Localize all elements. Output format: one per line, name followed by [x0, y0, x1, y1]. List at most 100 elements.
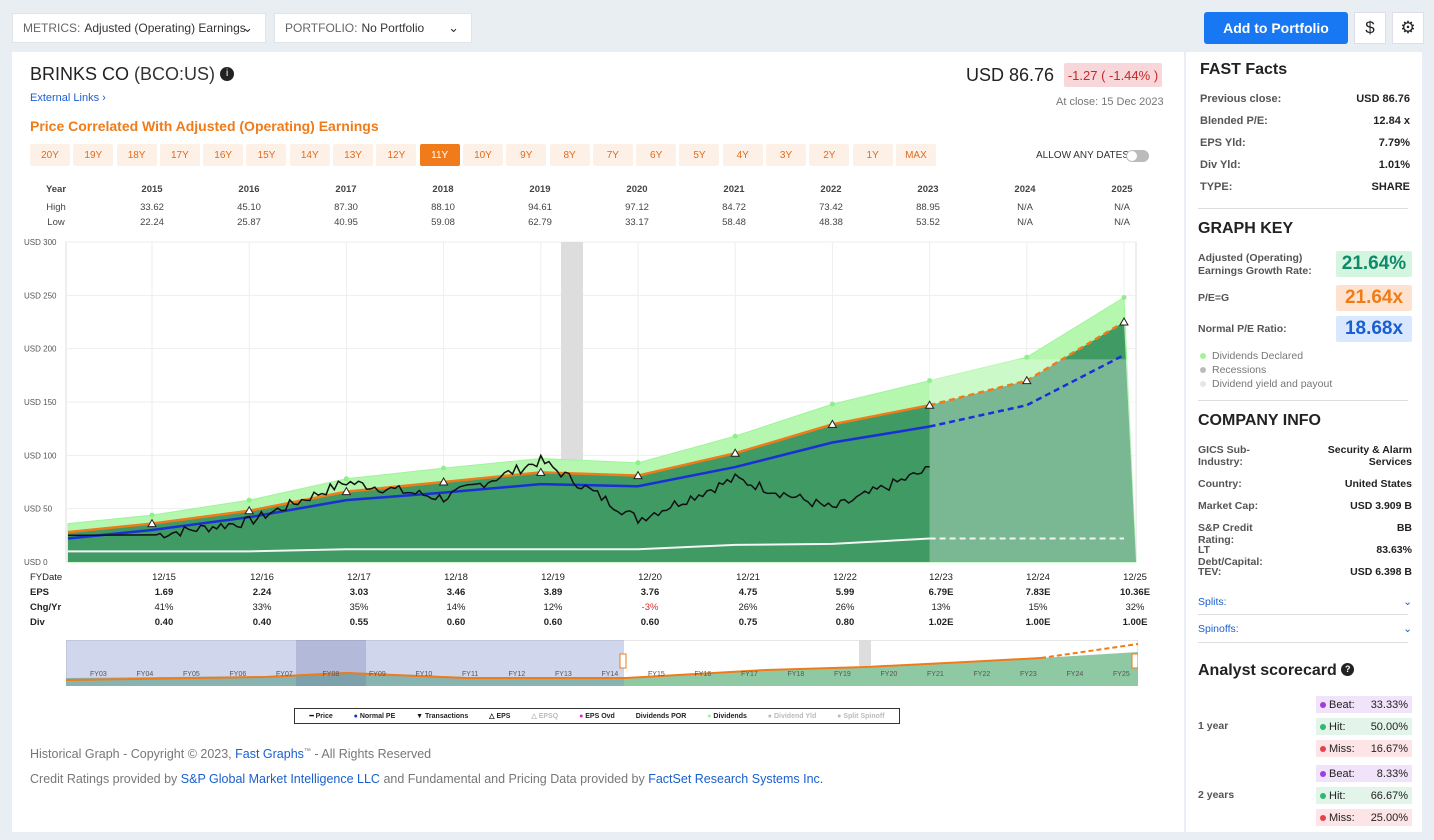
legend-item[interactable]: ▼ Transactions: [416, 713, 468, 720]
external-links[interactable]: External Links ›: [30, 92, 106, 104]
legend-item[interactable]: ● Dividend Yld: [768, 713, 816, 720]
year-tab[interactable]: 4Y: [722, 144, 763, 166]
fact-label: EPS Yld:: [1200, 137, 1246, 149]
allow-dates-toggle[interactable]: [1126, 150, 1149, 162]
legend-item[interactable]: △ EPS: [489, 712, 510, 720]
grey-dot-icon: [1200, 367, 1206, 373]
info-icon[interactable]: i: [220, 67, 235, 81]
top-bar: METRICS: Adjusted (Operating) Earnings ⌄…: [0, 0, 1434, 52]
factset-link[interactable]: FactSet Research Systems Inc.: [648, 772, 824, 786]
hl-row-label: High: [46, 202, 66, 213]
fact-row: Div Yld: 1.01%: [1200, 159, 1410, 171]
eps-cell: -3%: [641, 602, 659, 613]
peg-value: 21.64x: [1336, 285, 1412, 311]
hl-cell: 2019: [529, 184, 551, 195]
year-tab[interactable]: 9Y: [506, 144, 547, 166]
hl-cell: 2023: [917, 184, 939, 195]
splits-link[interactable]: Splits: ⌄: [1198, 596, 1412, 608]
hl-cell: 2018: [432, 184, 454, 195]
dividend-marker: [1024, 354, 1030, 360]
nav-label: FY06: [230, 671, 247, 678]
score-row: Beat: 33.33%: [1316, 696, 1412, 713]
eps-cell: 6.79E: [928, 587, 954, 598]
eps-cell: 4.75: [738, 587, 758, 598]
legend-item[interactable]: Dividends POR: [636, 713, 687, 720]
eps-cell: 12/24: [1026, 572, 1050, 583]
metrics-select[interactable]: METRICS: Adjusted (Operating) Earnings ⌄: [12, 13, 266, 43]
year-tab[interactable]: 7Y: [592, 144, 633, 166]
range-navigator[interactable]: FY03 FY04 FY05 FY06 FY07 FY08 FY09 FY10 FY11 FY12…: [66, 640, 1138, 686]
key-dividends-label: Dividends Declared: [1212, 350, 1304, 362]
page-title: BRINKS CO (BCO:US) i: [30, 64, 235, 85]
year-tab[interactable]: 17Y: [159, 144, 200, 166]
price-chart[interactable]: USD 300 USD 250 USD 200 USD 150 USD 100 USD 5…: [12, 237, 1184, 582]
nav-handle-left[interactable]: [619, 653, 627, 669]
nav-label: FY23: [1020, 671, 1037, 678]
nav-forecast-line: [1040, 643, 1138, 659]
legend-item[interactable]: △ EPSQ: [531, 712, 558, 720]
year-tab[interactable]: 18Y: [116, 144, 157, 166]
eps-cell: 2.24: [252, 587, 272, 598]
currency-button[interactable]: $: [1354, 12, 1386, 44]
year-tab[interactable]: 13Y: [333, 144, 374, 166]
graph-key-title: GRAPH KEY: [1198, 220, 1294, 237]
legend-item[interactable]: ● Split Spinoff: [837, 713, 884, 720]
divider: [1198, 400, 1408, 401]
fact-row: Previous close: USD 86.76: [1200, 93, 1410, 105]
help-icon[interactable]: ?: [1341, 663, 1355, 676]
company-info-row: GICS Sub-Industry: Security & Alarm Servi…: [1198, 444, 1412, 468]
legend-item[interactable]: ━ Price: [309, 712, 332, 720]
year-tab[interactable]: 3Y: [766, 144, 807, 166]
hl-cell: N/A: [1017, 202, 1033, 213]
eps-cell: 0.60: [543, 617, 563, 628]
hl-cell: N/A: [1114, 217, 1130, 228]
legend-item[interactable]: ● EPS Ovd: [579, 713, 615, 720]
settings-button[interactable]: ⚙: [1392, 12, 1424, 44]
splits-label: Splits:: [1198, 596, 1227, 608]
year-tab[interactable]: 8Y: [549, 144, 590, 166]
company-info-value: BB: [1396, 522, 1412, 534]
year-tab[interactable]: 16Y: [203, 144, 244, 166]
year-tab[interactable]: 10Y: [462, 144, 503, 166]
year-tab[interactable]: 12Y: [376, 144, 417, 166]
year-tab[interactable]: 2Y: [809, 144, 850, 166]
year2-label: 2 years: [1198, 789, 1235, 801]
year-tab[interactable]: 20Y: [30, 144, 70, 166]
year-tab[interactable]: 19Y: [73, 144, 114, 166]
dividend-marker: [927, 378, 933, 384]
eps-cell: 12/17: [347, 572, 371, 583]
year-tab[interactable]: 1Y: [852, 144, 893, 166]
eps-marker: [827, 419, 838, 428]
legend-label: Price: [315, 713, 333, 720]
legend-marker-icon: ●: [707, 712, 714, 720]
nav-label: FY03: [90, 671, 107, 678]
legend-item[interactable]: ● Normal PE: [354, 713, 396, 720]
hl-cell: 40.95: [334, 217, 358, 228]
eps-marker: [341, 486, 352, 496]
year-tab[interactable]: 5Y: [679, 144, 720, 166]
spinoffs-link[interactable]: Spinoffs: ⌄: [1198, 623, 1412, 635]
eps-line: [67, 403, 930, 534]
fast-graphs-link[interactable]: Fast Graphs: [235, 747, 304, 761]
legend-label: Dividends: [713, 712, 747, 720]
year-tab[interactable]: 11Y: [419, 144, 460, 166]
legend-marker-icon: △: [531, 713, 539, 720]
score-dot-icon: [1320, 770, 1326, 777]
close-date: At close: 15 Dec 2023: [1056, 96, 1164, 108]
dividend-marker: [441, 465, 447, 471]
sp-link[interactable]: S&P Global Market Intelligence LLC: [180, 772, 380, 786]
eps-cell: 12/25: [1123, 572, 1147, 583]
year-tab[interactable]: MAX: [895, 144, 936, 166]
year-tab[interactable]: 14Y: [289, 144, 330, 166]
nav-label: FY04: [137, 671, 154, 678]
year1-label: 1 year: [1198, 720, 1229, 732]
year-tab[interactable]: 6Y: [636, 144, 677, 166]
legend-item[interactable]: ● Dividends: [707, 713, 747, 720]
year-tab[interactable]: 15Y: [246, 144, 287, 166]
eps-cell: 0.80: [835, 617, 855, 628]
nav-handle-right[interactable]: [1131, 653, 1138, 669]
add-to-portfolio-button[interactable]: Add to Portfolio: [1204, 12, 1348, 44]
score-dot-icon: [1320, 814, 1326, 821]
nav-label: FY14: [602, 671, 619, 678]
portfolio-select[interactable]: PORTFOLIO: No Portfolio ⌄: [274, 13, 472, 43]
